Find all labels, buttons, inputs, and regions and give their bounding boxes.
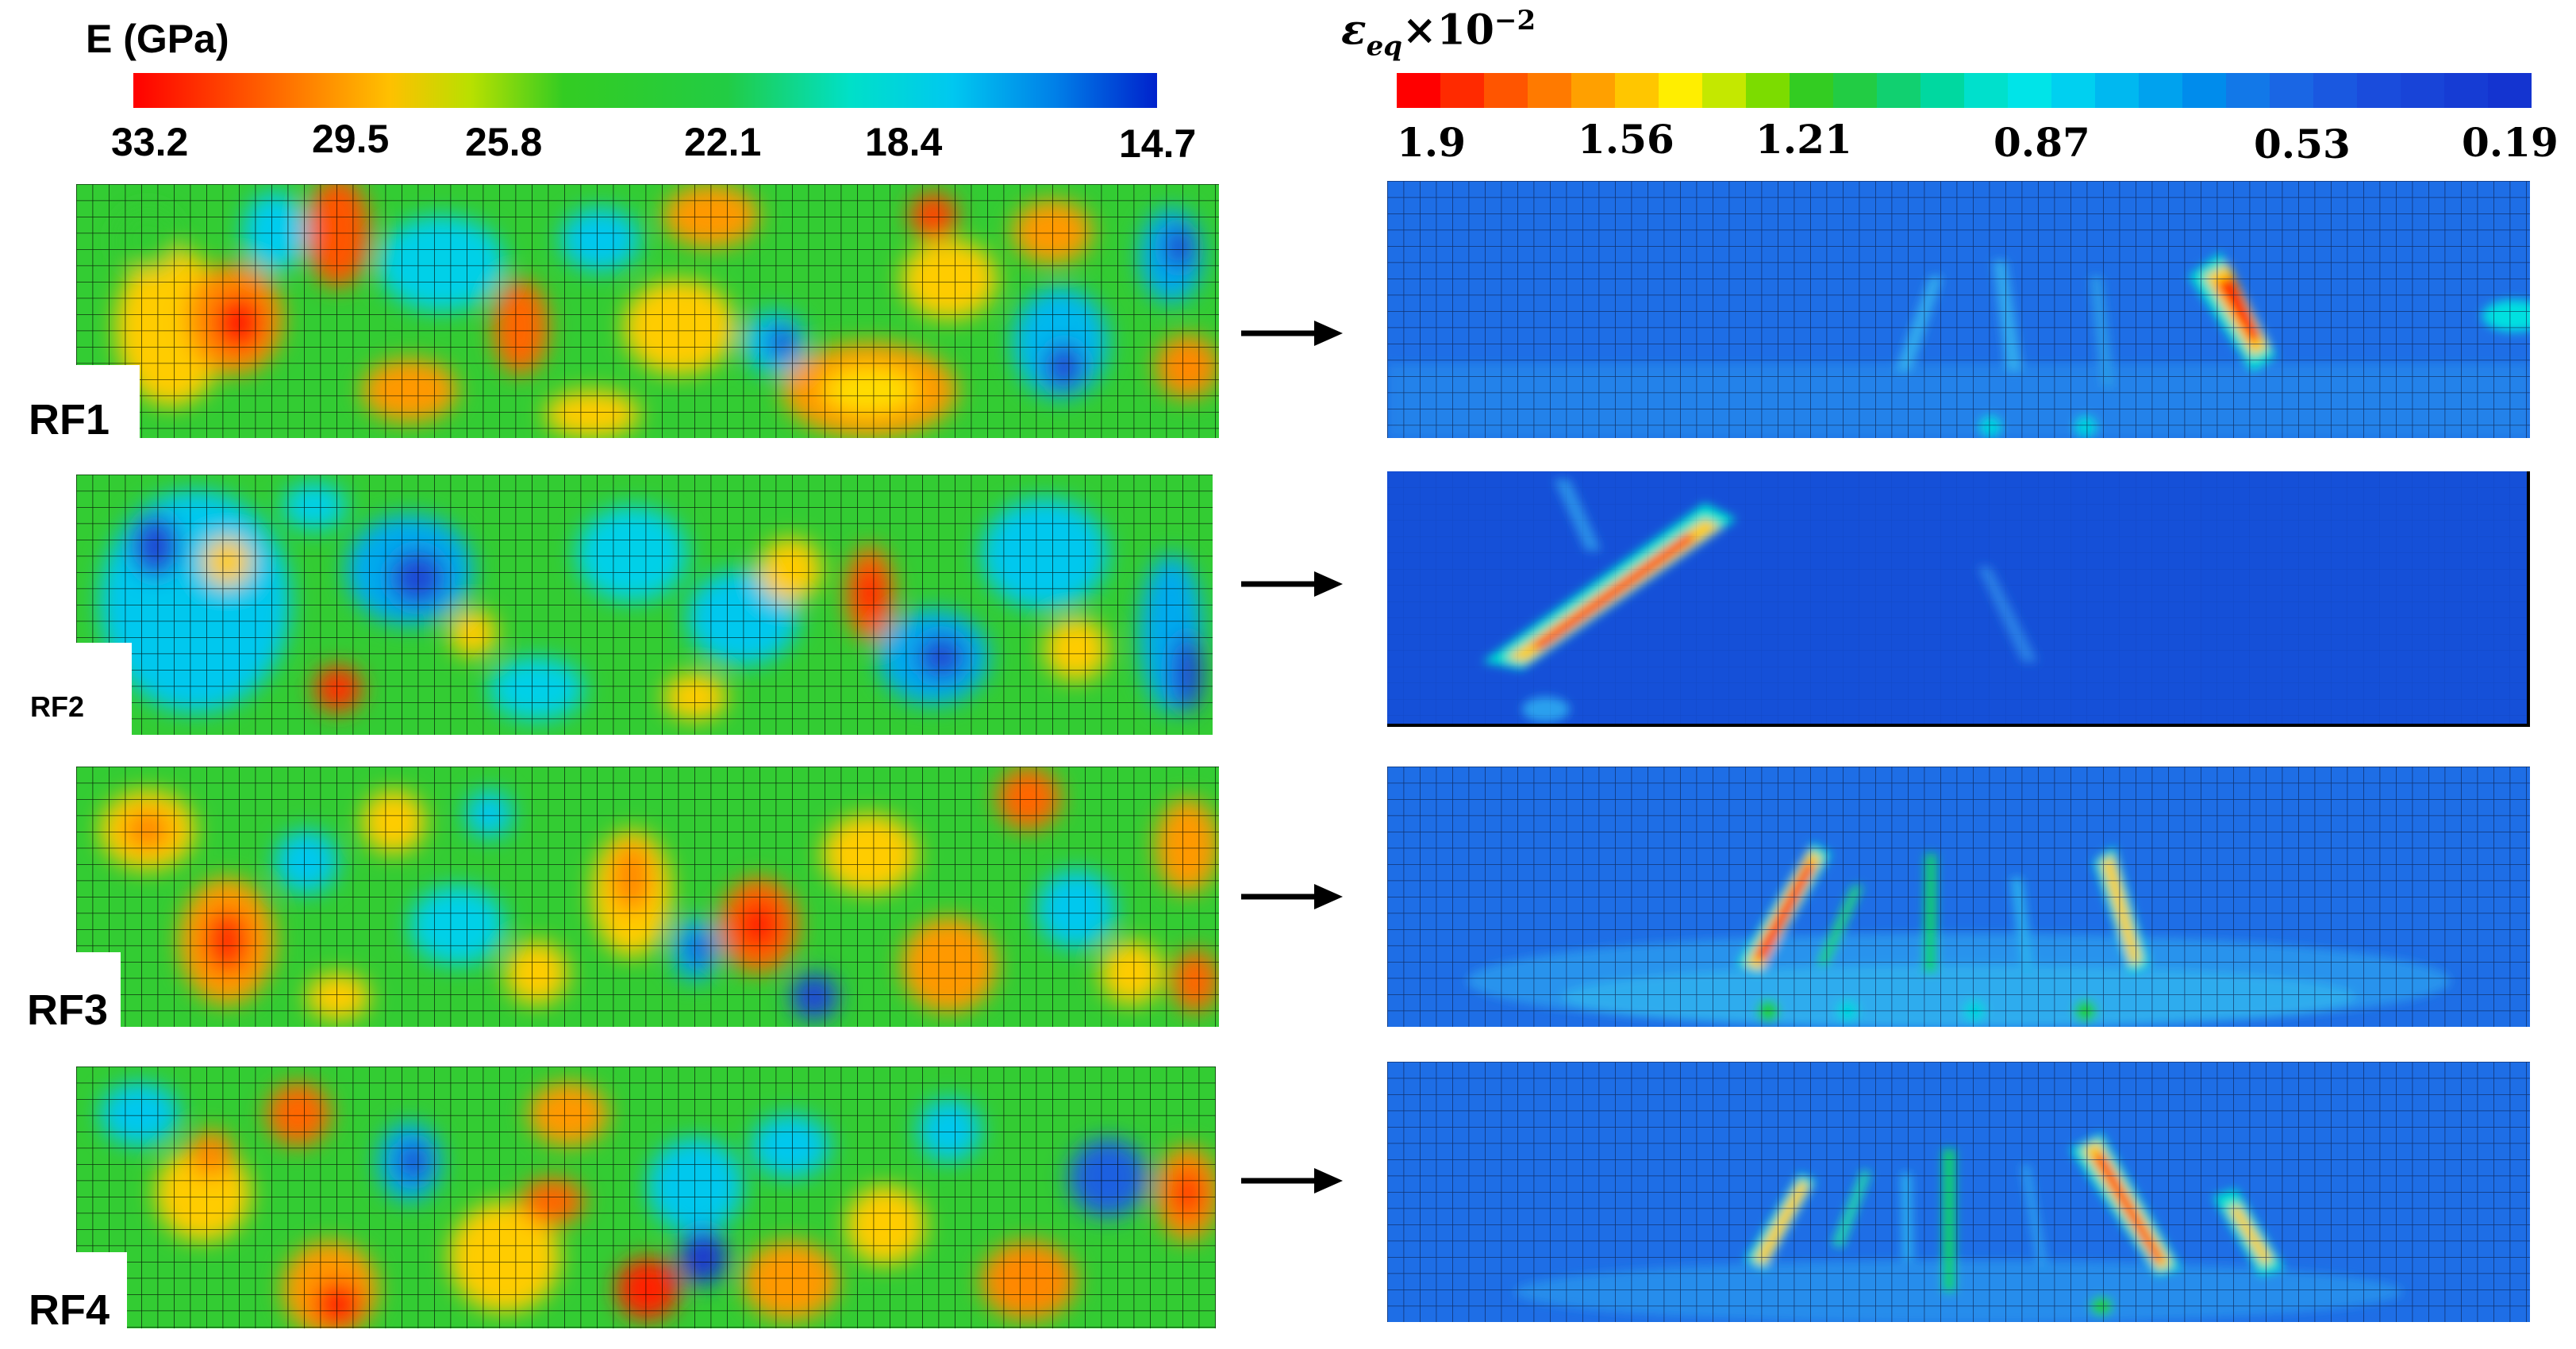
row-label-rf4: RF4 bbox=[24, 1252, 127, 1335]
modulus-colorbar-title: E (GPa) bbox=[86, 17, 229, 61]
arrow-icon bbox=[1241, 884, 1343, 909]
modulus-tick-label: 22.1 bbox=[684, 120, 762, 164]
strain-field-rf3 bbox=[1387, 767, 2530, 1027]
strain-field-rf1 bbox=[1387, 181, 2530, 438]
modulus-tick-label: 18.4 bbox=[865, 120, 943, 164]
arrow-icon bbox=[1241, 1168, 1343, 1193]
modulus-field-rf4 bbox=[76, 1067, 1216, 1328]
modulus-tick-label: 14.7 bbox=[1119, 121, 1197, 166]
strain-tick-label: 1.9 bbox=[1397, 119, 1466, 166]
strain-field-rf4 bbox=[1387, 1062, 2530, 1322]
strain-title-symbol: ε bbox=[1341, 6, 1367, 55]
row-label-text: RF2 bbox=[30, 690, 85, 723]
modulus-field-rf2 bbox=[76, 475, 1213, 735]
row-label-rf1: RF1 bbox=[24, 365, 140, 444]
modulus-tick-label: 25.8 bbox=[465, 120, 543, 164]
strain-tick-label: 0.87 bbox=[1994, 119, 2090, 166]
strain-tick-label: 1.56 bbox=[1578, 116, 1674, 163]
strain-title-factor: ×10 bbox=[1402, 6, 1494, 55]
row-label-text: RF3 bbox=[27, 986, 109, 1034]
strain-tick-label: 0.53 bbox=[2254, 121, 2351, 167]
modulus-field-rf3 bbox=[76, 767, 1219, 1027]
strain-field-rf2 bbox=[1387, 471, 2530, 727]
row-label-text: RF1 bbox=[29, 396, 110, 444]
strain-colorbar-title: εeq×10−2 bbox=[1341, 5, 1536, 62]
modulus-field-rf1 bbox=[76, 184, 1219, 438]
strain-title-exponent: −2 bbox=[1494, 5, 1536, 37]
modulus-tick-label: 33.2 bbox=[111, 120, 189, 164]
strain-title-subscript: eq bbox=[1366, 30, 1403, 63]
row-label-text: RF4 bbox=[29, 1286, 110, 1334]
strain-tick-label: 0.19 bbox=[2462, 119, 2559, 166]
strain-colorbar bbox=[1397, 73, 2532, 108]
arrow-icon bbox=[1241, 571, 1343, 597]
strain-tick-label: 1.21 bbox=[1755, 116, 1852, 163]
row-label-rf2: RF2 bbox=[27, 643, 132, 738]
modulus-tick-label: 29.5 bbox=[312, 117, 390, 161]
arrow-icon bbox=[1241, 321, 1343, 346]
modulus-colorbar bbox=[133, 73, 1157, 108]
row-label-rf3: RF3 bbox=[21, 952, 121, 1035]
